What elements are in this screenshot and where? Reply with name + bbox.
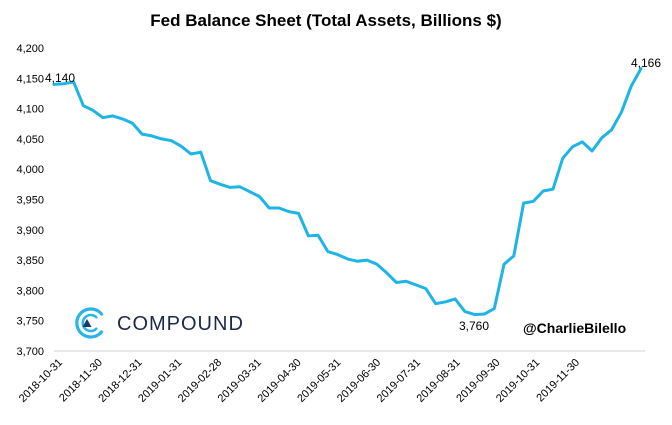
watermark-handle: @CharlieBilello: [523, 320, 626, 336]
y-tick-label: 3,900: [16, 225, 44, 237]
compound-logo-icon: [75, 307, 104, 339]
y-tick-label: 3,750: [16, 316, 44, 328]
y-tick-label: 3,800: [16, 285, 44, 297]
series-line: [52, 67, 643, 317]
y-tick-label: 4,150: [16, 73, 44, 85]
compound-logo-text: COMPOUND: [117, 313, 244, 335]
y-tick-label: 4,000: [16, 164, 44, 176]
y-tick-label: 3,850: [16, 255, 44, 267]
x-tick-label: 2019-11-30: [534, 357, 582, 405]
y-tick-label: 4,200: [16, 43, 44, 55]
compound-logo: COMPOUND: [75, 307, 244, 339]
y-tick-label: 3,950: [16, 195, 44, 207]
x-axis: 2018-10-312018-11-302018-12-312019-01-31…: [17, 357, 582, 405]
y-axis: 3,700 3,750 3,800 3,850 3,900 3,950 4,000 4,050…: [16, 43, 44, 358]
data-label-min: 3,760: [459, 319, 489, 333]
y-tick-label: 4,100: [16, 104, 44, 116]
data-label-start: 4,140: [45, 71, 75, 85]
y-tick-label: 3,700: [16, 346, 44, 358]
y-tick-label: 4,050: [16, 134, 44, 146]
data-label-end: 4,166: [631, 56, 661, 70]
data-labels: 4,140 3,760 4,166: [45, 56, 661, 333]
chart-title: Fed Balance Sheet (Total Assets, Billion…: [150, 11, 501, 30]
